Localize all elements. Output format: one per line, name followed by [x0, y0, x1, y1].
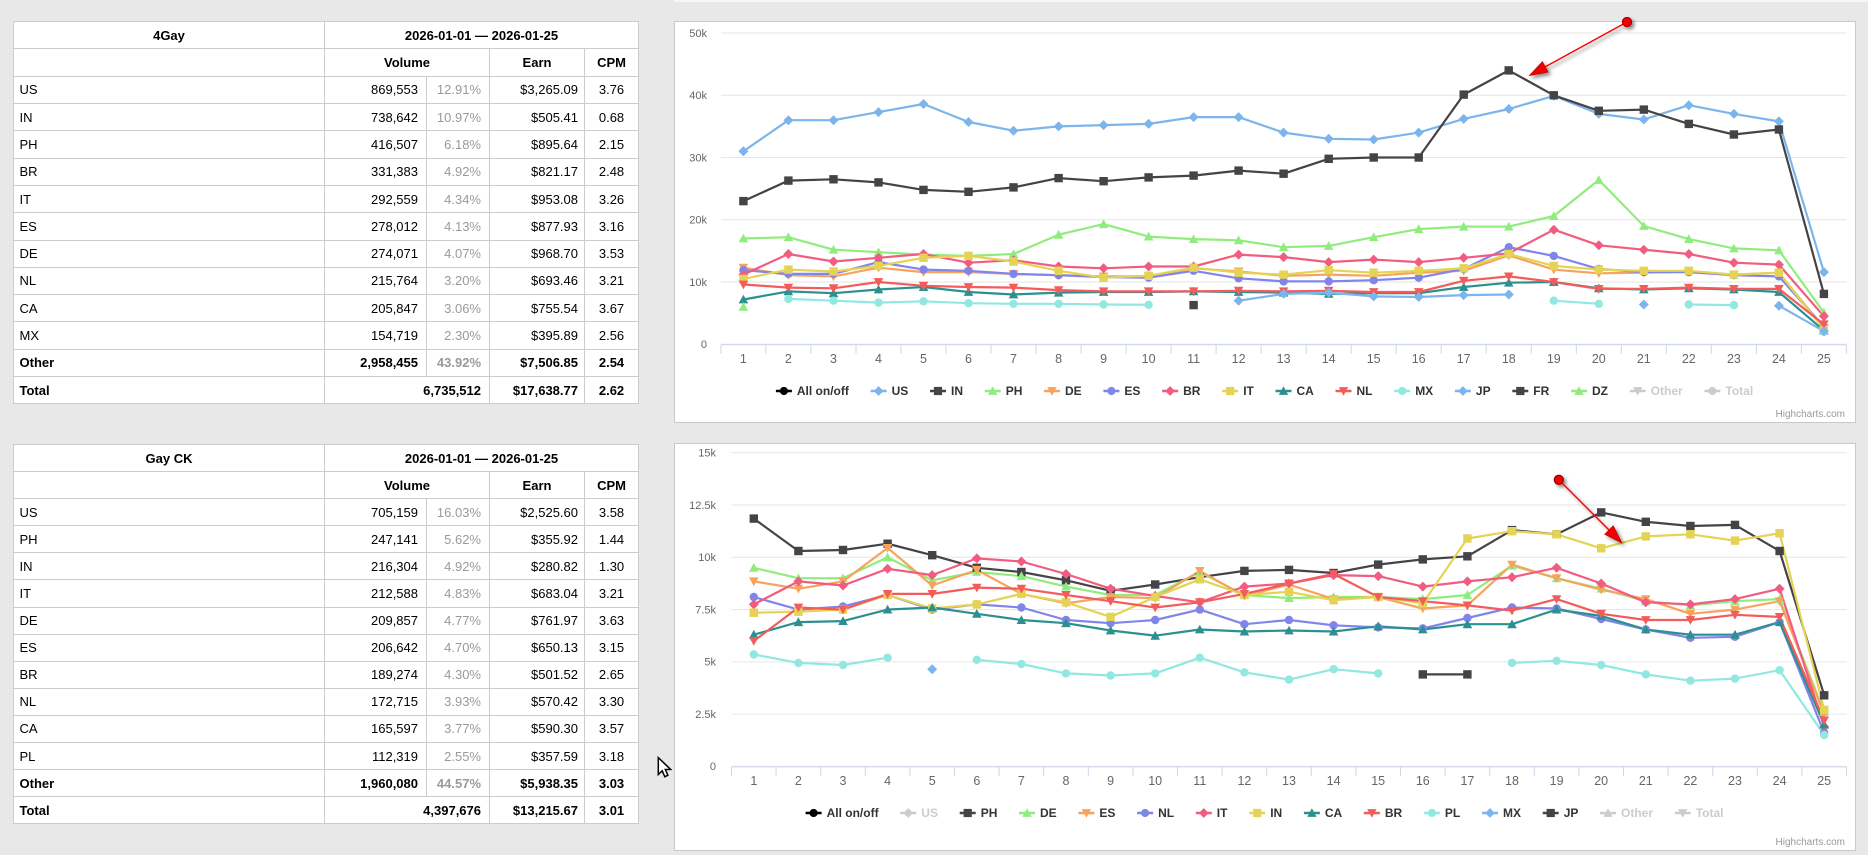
svg-text:DZ: DZ: [1592, 384, 1608, 398]
svg-text:50k: 50k: [689, 28, 707, 40]
svg-text:14: 14: [1327, 774, 1341, 788]
svg-text:24: 24: [1772, 352, 1786, 366]
svg-text:13: 13: [1277, 352, 1291, 366]
svg-text:ES: ES: [1124, 384, 1140, 398]
svg-text:16: 16: [1416, 774, 1430, 788]
svg-text:0: 0: [701, 339, 707, 351]
svg-text:15: 15: [1371, 774, 1385, 788]
svg-text:22: 22: [1683, 774, 1697, 788]
svg-text:40k: 40k: [689, 90, 707, 102]
svg-text:15k: 15k: [698, 448, 716, 460]
svg-text:14: 14: [1322, 352, 1336, 366]
svg-text:10k: 10k: [689, 277, 707, 289]
svg-text:1: 1: [740, 352, 747, 366]
svg-text:5k: 5k: [704, 657, 716, 669]
svg-text:19: 19: [1550, 774, 1564, 788]
svg-text:3: 3: [830, 352, 837, 366]
svg-text:9: 9: [1100, 352, 1107, 366]
svg-text:7: 7: [1018, 774, 1025, 788]
svg-text:US: US: [892, 384, 909, 398]
svg-text:21: 21: [1639, 774, 1653, 788]
svg-text:9: 9: [1107, 774, 1114, 788]
svg-text:6: 6: [965, 352, 972, 366]
svg-text:10k: 10k: [698, 552, 716, 564]
svg-text:17: 17: [1457, 352, 1471, 366]
svg-text:2: 2: [795, 774, 802, 788]
svg-text:30k: 30k: [689, 152, 707, 164]
svg-text:25: 25: [1817, 774, 1831, 788]
svg-text:CA: CA: [1297, 384, 1315, 398]
svg-text:PH: PH: [1006, 384, 1023, 398]
svg-text:BR: BR: [1183, 384, 1201, 398]
svg-text:19: 19: [1547, 352, 1561, 366]
svg-text:All on/off: All on/off: [797, 384, 850, 398]
svg-text:4: 4: [884, 774, 891, 788]
svg-text:25: 25: [1817, 352, 1831, 366]
svg-text:11: 11: [1193, 774, 1206, 788]
svg-text:11: 11: [1187, 352, 1200, 366]
svg-text:Total: Total: [1725, 384, 1753, 398]
svg-text:8: 8: [1063, 774, 1070, 788]
svg-text:18: 18: [1502, 352, 1516, 366]
svg-text:PH: PH: [981, 806, 998, 820]
svg-text:21: 21: [1637, 352, 1651, 366]
svg-text:1: 1: [750, 774, 757, 788]
svg-text:22: 22: [1682, 352, 1696, 366]
svg-text:Total: Total: [1696, 806, 1724, 820]
svg-text:20: 20: [1594, 774, 1608, 788]
svg-text:PL: PL: [1445, 806, 1460, 820]
svg-text:NL: NL: [1158, 806, 1174, 820]
svg-text:23: 23: [1728, 774, 1742, 788]
svg-text:2: 2: [785, 352, 792, 366]
svg-text:Other: Other: [1651, 384, 1683, 398]
svg-text:0: 0: [710, 761, 716, 773]
svg-text:JP: JP: [1476, 384, 1491, 398]
svg-text:10: 10: [1148, 774, 1162, 788]
svg-text:24: 24: [1773, 774, 1787, 788]
svg-text:IT: IT: [1217, 806, 1228, 820]
svg-text:Highcharts.com: Highcharts.com: [1776, 409, 1845, 420]
svg-text:6: 6: [973, 774, 980, 788]
svg-text:2.5k: 2.5k: [695, 709, 716, 721]
svg-text:CA: CA: [1325, 806, 1343, 820]
svg-text:5: 5: [920, 352, 927, 366]
svg-text:5: 5: [929, 774, 936, 788]
svg-text:MX: MX: [1503, 806, 1521, 820]
svg-text:NL: NL: [1357, 384, 1373, 398]
svg-text:17: 17: [1460, 774, 1474, 788]
svg-text:IN: IN: [951, 384, 963, 398]
svg-text:IT: IT: [1243, 384, 1254, 398]
svg-text:18: 18: [1505, 774, 1519, 788]
svg-text:3: 3: [840, 774, 847, 788]
svg-text:DE: DE: [1065, 384, 1082, 398]
svg-text:7.5k: 7.5k: [695, 604, 716, 616]
svg-text:23: 23: [1727, 352, 1741, 366]
svg-text:15: 15: [1367, 352, 1381, 366]
svg-text:DE: DE: [1040, 806, 1057, 820]
svg-text:12.5k: 12.5k: [689, 500, 716, 512]
svg-text:Other: Other: [1621, 806, 1653, 820]
svg-text:JP: JP: [1564, 806, 1579, 820]
svg-text:FR: FR: [1533, 384, 1549, 398]
svg-text:Highcharts.com: Highcharts.com: [1776, 837, 1845, 848]
svg-text:ES: ES: [1099, 806, 1115, 820]
svg-text:12: 12: [1237, 774, 1251, 788]
svg-text:7: 7: [1010, 352, 1017, 366]
svg-text:12: 12: [1232, 352, 1246, 366]
svg-text:MX: MX: [1415, 384, 1433, 398]
svg-text:US: US: [921, 806, 938, 820]
svg-text:BR: BR: [1385, 806, 1403, 820]
svg-text:All on/off: All on/off: [827, 806, 880, 820]
svg-text:20k: 20k: [689, 215, 707, 227]
svg-text:13: 13: [1282, 774, 1296, 788]
svg-text:10: 10: [1142, 352, 1156, 366]
svg-text:IN: IN: [1270, 806, 1282, 820]
svg-text:8: 8: [1055, 352, 1062, 366]
svg-text:20: 20: [1592, 352, 1606, 366]
svg-text:16: 16: [1412, 352, 1426, 366]
svg-text:4: 4: [875, 352, 882, 366]
